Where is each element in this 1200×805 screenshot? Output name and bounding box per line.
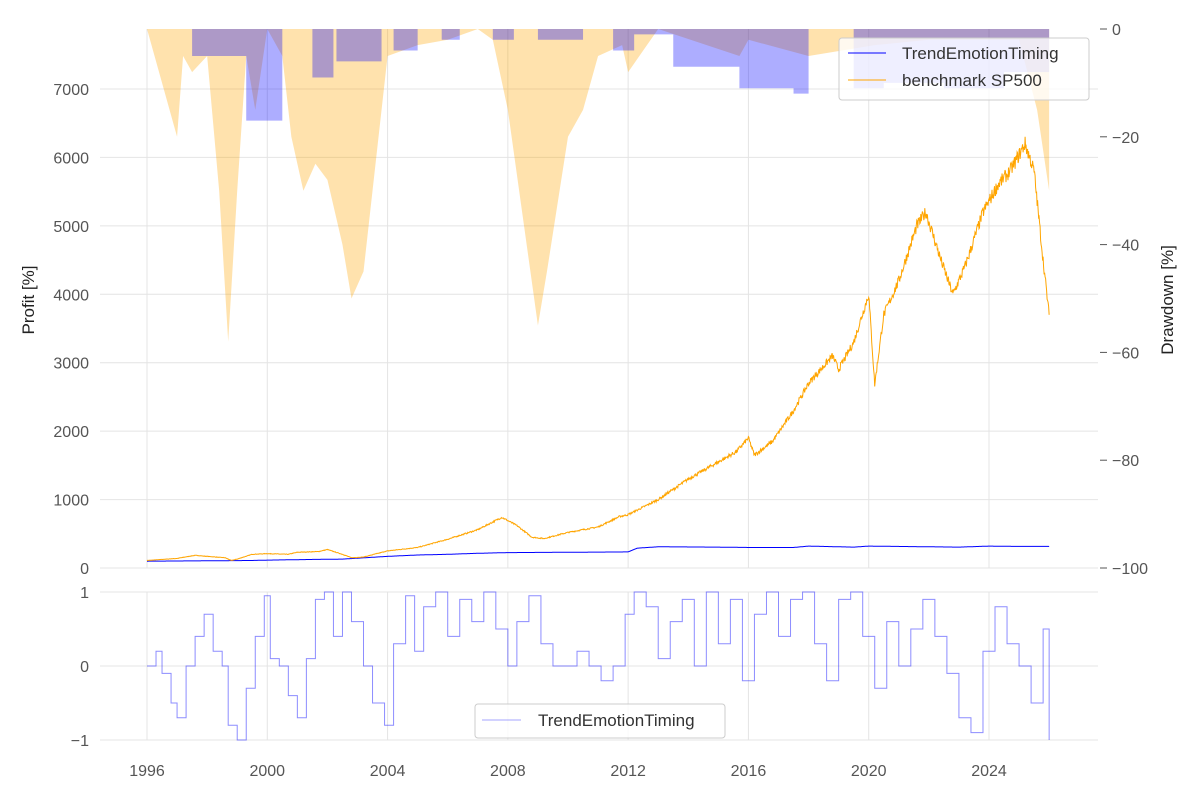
y-axis-label-left: Profit [%] <box>19 266 38 335</box>
y-tick-label-left: 4000 <box>53 287 89 304</box>
y-tick-label-signal: −1 <box>71 733 89 750</box>
legend-label-signal: TrendEmotionTiming <box>538 711 695 730</box>
x-tick-label: 2016 <box>731 763 767 780</box>
tick-labels: 1996 2000 2004 2008 2012 2016 2020 2024 0 1000 200… <box>53 22 1148 780</box>
x-tick-label: 2020 <box>851 763 887 780</box>
y-tick-label-signal: 0 <box>80 659 89 676</box>
x-tick-label: 1996 <box>129 763 165 780</box>
signal-panel <box>147 591 1050 741</box>
y-tick-label-signal: 1 <box>80 585 89 602</box>
grid <box>100 29 1098 741</box>
y-tick-label-left: 1000 <box>53 493 89 510</box>
signal-line <box>147 591 1050 741</box>
y-tick-label-left: 2000 <box>53 424 89 441</box>
y-tick-label-right: −20 <box>1112 130 1139 147</box>
profit-lines <box>146 136 1050 562</box>
x-tick-label: 2004 <box>370 763 406 780</box>
y-tick-label-left: 6000 <box>53 150 89 167</box>
y-tick-label-right: −100 <box>1112 561 1148 578</box>
legend-label-strategy: TrendEmotionTiming <box>902 44 1059 63</box>
x-tick-label: 2024 <box>971 763 1007 780</box>
benchmark-sp500-line <box>146 136 1050 562</box>
x-tick-label: 2008 <box>490 763 526 780</box>
strategy-drawdown-area <box>147 29 1050 121</box>
y-tick-label-right: −80 <box>1112 453 1139 470</box>
y-axis-label-right: Drawdown [%] <box>1158 245 1177 355</box>
y-tick-label-right: −60 <box>1112 345 1139 362</box>
x-tick-label: 2012 <box>610 763 646 780</box>
y-tick-label-left: 3000 <box>53 356 89 373</box>
y-tick-label-left: 5000 <box>53 219 89 236</box>
y-tick-label-left: 7000 <box>53 82 89 99</box>
y-tick-label-right: 0 <box>1112 22 1121 39</box>
y-tick-label-left: 0 <box>80 561 89 578</box>
legend-bottom: TrendEmotionTiming <box>474 703 726 739</box>
benchmark-drawdown-area <box>147 29 1050 342</box>
legend-label-benchmark: benchmark SP500 <box>902 71 1042 90</box>
x-tick-label: 2000 <box>249 763 285 780</box>
drawdown-areas <box>147 29 1050 342</box>
strategy-line <box>147 545 1050 562</box>
legend-top: TrendEmotionTiming benchmark SP500 <box>838 37 1090 101</box>
y-tick-label-right: −40 <box>1112 238 1139 255</box>
